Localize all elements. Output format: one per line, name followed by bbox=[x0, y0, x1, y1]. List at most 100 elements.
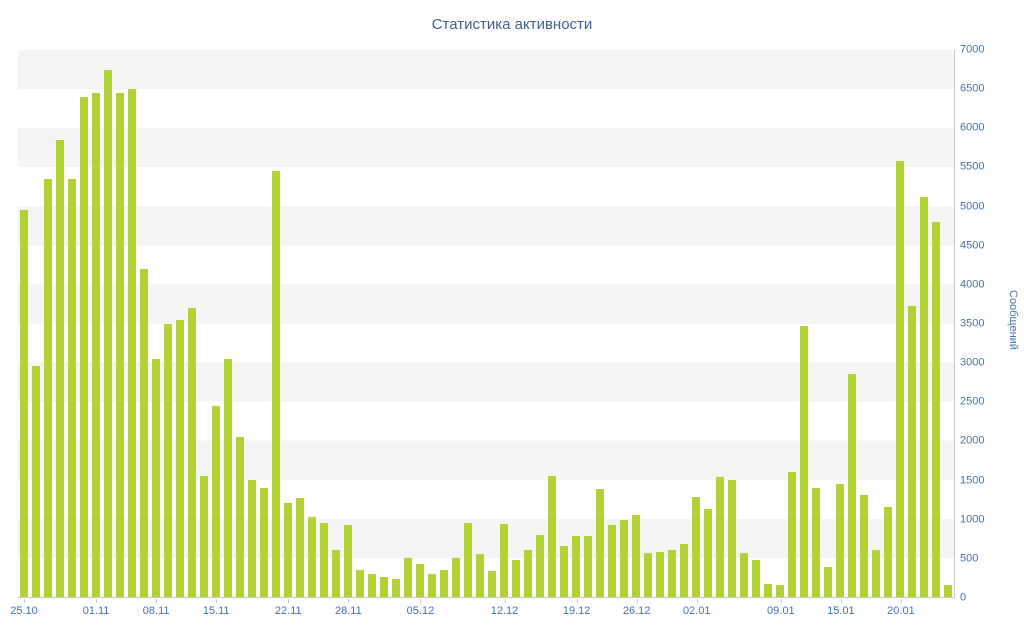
bar[interactable] bbox=[91, 92, 101, 597]
bar[interactable] bbox=[679, 543, 689, 597]
bar[interactable] bbox=[703, 509, 713, 597]
bar[interactable] bbox=[427, 573, 437, 597]
y-axis-tick-label: 1000 bbox=[960, 513, 985, 526]
bar[interactable] bbox=[535, 535, 545, 597]
bar[interactable] bbox=[523, 550, 533, 597]
bar[interactable] bbox=[583, 536, 593, 597]
bar[interactable] bbox=[847, 374, 857, 597]
bar[interactable] bbox=[31, 366, 41, 597]
bar[interactable] bbox=[475, 554, 485, 597]
bar[interactable] bbox=[943, 585, 953, 597]
bar[interactable] bbox=[883, 507, 893, 597]
bar[interactable] bbox=[283, 503, 293, 597]
y-axis-tick-label: 6500 bbox=[960, 82, 985, 95]
bar[interactable] bbox=[139, 268, 149, 597]
x-axis-tick-label: 28.11 bbox=[334, 605, 362, 617]
x-axis-tick-label: 02.01 bbox=[682, 605, 711, 617]
bar[interactable] bbox=[751, 559, 761, 597]
bar[interactable] bbox=[655, 551, 665, 597]
bar[interactable] bbox=[79, 96, 89, 597]
bar[interactable] bbox=[919, 196, 929, 597]
y-axis-tick-label: 7000 bbox=[960, 43, 985, 56]
y-axis-tick-label: 3000 bbox=[960, 356, 985, 369]
y-axis-labels: 0 500 1000 1500 2000 2500 3000 3500 4000 4500 5000… bbox=[960, 44, 1002, 603]
bar[interactable] bbox=[871, 550, 881, 597]
bar[interactable] bbox=[823, 567, 833, 597]
bar[interactable] bbox=[235, 436, 245, 597]
x-axis-tick-label: 08.11 bbox=[142, 605, 170, 617]
bar[interactable] bbox=[115, 92, 125, 597]
bar[interactable] bbox=[763, 583, 773, 597]
bar[interactable] bbox=[811, 488, 821, 597]
bar[interactable] bbox=[607, 525, 617, 597]
bar[interactable] bbox=[307, 516, 317, 597]
bar[interactable] bbox=[367, 573, 377, 597]
bar[interactable] bbox=[559, 546, 569, 597]
bar[interactable] bbox=[799, 325, 809, 597]
bar[interactable] bbox=[907, 306, 917, 597]
bar[interactable] bbox=[739, 553, 749, 597]
bar[interactable] bbox=[451, 557, 461, 597]
x-axis-tick-mark bbox=[156, 599, 158, 603]
bar[interactable] bbox=[343, 525, 353, 597]
bar[interactable] bbox=[643, 553, 653, 597]
x-axis-labels: 25.10 01.11 08.11 15.11 22.11 28.11 05.12 12.12… bbox=[10, 599, 955, 621]
x-axis-tick-mark bbox=[780, 599, 782, 603]
bar[interactable] bbox=[319, 522, 329, 597]
bar[interactable] bbox=[247, 479, 257, 597]
bar[interactable] bbox=[43, 178, 53, 597]
bar[interactable] bbox=[175, 319, 185, 597]
x-axis-tick-mark bbox=[96, 599, 98, 603]
bar[interactable] bbox=[547, 475, 557, 597]
bar[interactable] bbox=[103, 69, 113, 597]
x-axis-tick-label: 05.12 bbox=[406, 605, 435, 617]
bar[interactable] bbox=[835, 483, 845, 597]
bar[interactable] bbox=[595, 489, 605, 597]
bar[interactable] bbox=[271, 171, 281, 597]
bar[interactable] bbox=[331, 550, 341, 597]
bar[interactable] bbox=[187, 307, 197, 597]
bar[interactable] bbox=[571, 536, 581, 597]
bar[interactable] bbox=[931, 221, 941, 597]
bar[interactable] bbox=[787, 471, 797, 597]
x-axis-tick-label: 19.12 bbox=[562, 605, 591, 617]
bar[interactable] bbox=[415, 564, 425, 597]
bar[interactable] bbox=[223, 358, 233, 597]
y-axis-title: Сообщений bbox=[1007, 290, 1019, 350]
bar[interactable] bbox=[463, 522, 473, 597]
bar[interactable] bbox=[715, 477, 725, 597]
bar[interactable] bbox=[775, 584, 785, 597]
y-axis-tick-label: 0 bbox=[960, 591, 967, 604]
bar[interactable] bbox=[511, 559, 521, 597]
x-axis-tick-mark bbox=[504, 599, 506, 603]
bar[interactable] bbox=[199, 475, 209, 597]
x-axis-tick-mark bbox=[636, 599, 638, 603]
bar[interactable] bbox=[151, 358, 161, 597]
bar[interactable] bbox=[355, 569, 365, 597]
bar[interactable] bbox=[859, 495, 869, 597]
bar[interactable] bbox=[439, 569, 449, 597]
bar[interactable] bbox=[211, 405, 221, 597]
x-axis-tick-mark bbox=[420, 599, 422, 603]
bar[interactable] bbox=[391, 579, 401, 597]
bar[interactable] bbox=[403, 557, 413, 597]
bar[interactable] bbox=[619, 519, 629, 597]
y-axis-tick-label: 6000 bbox=[960, 121, 985, 134]
bar[interactable] bbox=[895, 160, 905, 597]
bar[interactable] bbox=[127, 89, 137, 597]
bar[interactable] bbox=[631, 514, 641, 597]
bar[interactable] bbox=[295, 497, 305, 597]
bar[interactable] bbox=[19, 210, 29, 597]
x-axis-tick-label: 26.12 bbox=[622, 605, 651, 617]
bar[interactable] bbox=[379, 577, 389, 597]
bar[interactable] bbox=[163, 323, 173, 597]
bar[interactable] bbox=[499, 524, 509, 597]
bar[interactable] bbox=[55, 139, 65, 597]
x-axis-tick-label: 12.12 bbox=[490, 605, 519, 617]
bar[interactable] bbox=[727, 479, 737, 597]
bar[interactable] bbox=[259, 487, 269, 597]
bar[interactable] bbox=[487, 571, 497, 597]
bar[interactable] bbox=[691, 496, 701, 597]
bar[interactable] bbox=[667, 550, 677, 597]
bar[interactable] bbox=[67, 178, 77, 597]
